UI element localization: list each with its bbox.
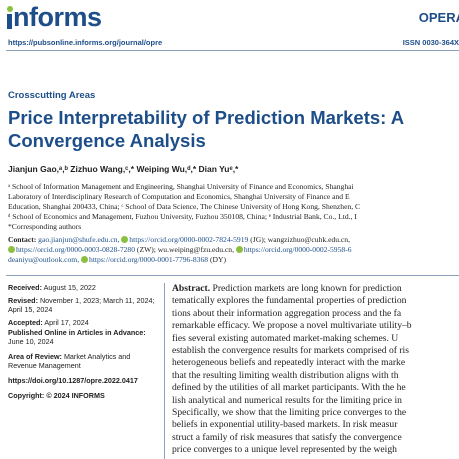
abstract-line: lish analytical and numerical results fo… <box>172 394 402 406</box>
contact-line: Contact: gao.jianjun@shufe.edu.cn, https… <box>8 235 350 244</box>
abstract-block: Abstract. Prediction markets are long kn… <box>172 283 459 457</box>
abstract-line: remarkable efficacy. We propose a novel … <box>172 320 412 332</box>
journal-name: OPERA <box>418 10 459 25</box>
affiliation-line: Education, Shanghai 200433, China; ᶜ Sch… <box>8 202 361 211</box>
revised-label: Revised: <box>8 296 38 305</box>
accepted-date: Accepted: April 17, 2024 <box>8 318 89 327</box>
area-of-review: Area of Review: Market Analytics and <box>8 352 130 361</box>
affiliation-line: Laboratory of Interdisciplinary Research… <box>8 192 350 201</box>
abstract-line: tions about their information aggregatio… <box>172 307 402 319</box>
abstract-line: Prediction markets are long known for pr… <box>212 283 402 294</box>
contact-text: (DY) <box>208 255 226 264</box>
accepted-value: April 17, 2024 <box>44 318 89 327</box>
contact-line: https://orcid.org/0000-0003-0828-7280 (Z… <box>8 245 352 254</box>
abstract-line: beliefs in exponential utility-based mar… <box>172 419 398 431</box>
contact-label: Contact: <box>8 235 37 244</box>
area-value: Market Analytics and <box>63 352 131 361</box>
abstract-line: heterogeneous beliefs and repeatedly int… <box>172 357 406 369</box>
abstract-line: defined by the utilities of all market p… <box>172 382 406 394</box>
published-label: Published Online in Articles in Advance: <box>8 328 146 337</box>
orcid-icon <box>8 246 15 253</box>
informs-logo: informs <box>6 2 102 32</box>
orcid-link[interactable]: https://orcid.org/0000-0001-7796-8368 <box>89 255 209 264</box>
affiliation-line: ᵈ School of Economics and Management, Fu… <box>8 212 357 221</box>
abstract-line: that the resulting limiting wealth distr… <box>172 369 399 381</box>
contact-text: (ZW); wu.weiping@fzu.edu.cn, <box>135 245 236 254</box>
contact-text: (JG); wangzizhuo@cuhk.edu.cn, <box>248 235 351 244</box>
orcid-icon <box>121 236 129 243</box>
doi-link[interactable]: https://doi.org/10.1287/opre.2022.0417 <box>8 376 138 385</box>
abstract-line: Specifically, we show that the limiting … <box>172 407 407 419</box>
issn-label: ISSN 0030-364X <box>402 38 459 47</box>
journal-url-link[interactable]: https://pubsonline.informs.org/journal/o… <box>8 38 163 47</box>
contact-line: deaniyu@outlook.com, https://orcid.org/0… <box>8 255 226 264</box>
logo-text: informs <box>6 2 102 32</box>
area-label: Area of Review: <box>8 352 62 361</box>
revised-date-cont: April 15, 2024 <box>8 305 53 314</box>
abstract-line: establish the convergence results for ma… <box>172 345 409 357</box>
revised-date: Revised: November 1, 2023; March 11, 202… <box>8 296 155 305</box>
orcid-link[interactable]: https://orcid.org/0000-0002-7824-5919 <box>129 235 249 244</box>
abstract-line: price converges to a unique level repres… <box>172 444 397 456</box>
orcid-icon <box>235 246 243 253</box>
orcid-link[interactable]: https://orcid.org/0000-0003-0828-7280 <box>16 245 136 254</box>
column-divider <box>164 283 165 459</box>
logo-dot-icon <box>7 6 13 12</box>
revised-value: November 1, 2023; March 11, 2024; <box>39 296 155 305</box>
copyright-note: Copyright: © 2024 INFORMS <box>8 391 105 400</box>
section-label: Crosscutting Areas <box>8 90 96 101</box>
affiliation-line: ᵃ School of Information Management and E… <box>8 182 354 191</box>
author-list: Jianjun Gao,ᵃ,ᵇ Zizhuo Wang,ᶜ,* Weiping … <box>8 164 239 174</box>
orcid-icon <box>81 256 89 263</box>
corresponding-note: *Corresponding authors <box>8 222 82 231</box>
published-date: June 10, 2024 <box>8 337 54 346</box>
abstract-line: struct a family of risk measures that sa… <box>172 431 402 443</box>
header-divider <box>6 50 459 51</box>
email-link[interactable]: gao.jianjun@shufe.edu.cn, <box>38 235 122 244</box>
abstract-line: tematically explores the fundamental pro… <box>172 295 407 307</box>
abstract-line: fies several existing automated market-m… <box>172 332 399 344</box>
received-label: Received: <box>8 283 42 292</box>
accepted-label: Accepted: <box>8 318 43 327</box>
area-of-review-cont: Revenue Management <box>8 361 81 370</box>
orcid-link[interactable]: https://orcid.org/0000-0002-5958-6 <box>243 245 352 254</box>
meta-divider <box>6 275 459 276</box>
article-title: Price Interpretability of Prediction Mar… <box>8 107 404 151</box>
abstract-label: Abstract. <box>172 283 211 294</box>
received-date: Received: August 15, 2022 <box>8 283 96 292</box>
email-link[interactable]: deaniyu@outlook.com, <box>8 255 82 264</box>
received-value: August 15, 2022 <box>43 283 96 292</box>
